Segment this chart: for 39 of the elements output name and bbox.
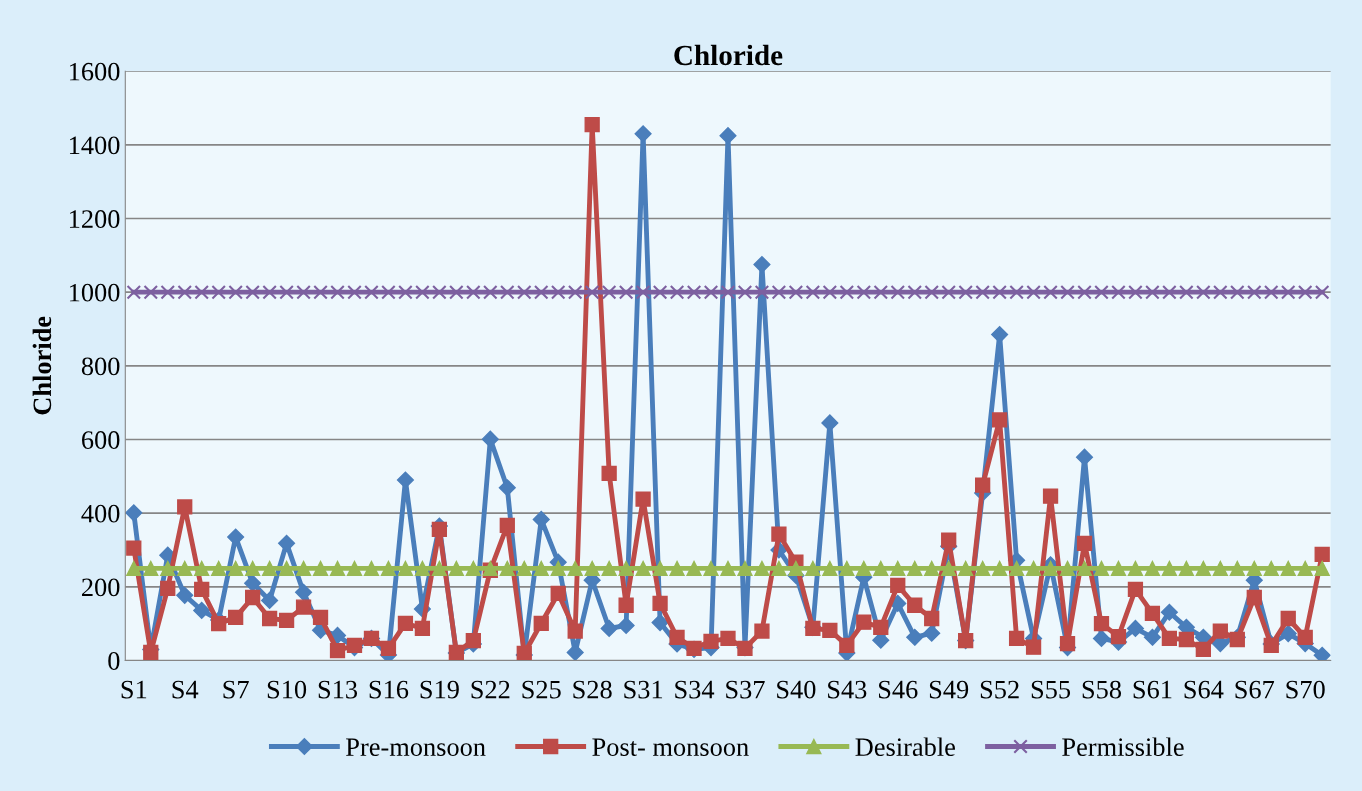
x-tick-label: S22 <box>471 680 510 699</box>
legend-label: Pre-monsoon <box>346 738 486 756</box>
x-tick-label: S19 <box>420 680 459 699</box>
x-tick-label: S49 <box>929 680 969 699</box>
x-tick-label: S25 <box>522 680 561 699</box>
x-tick-label: S67 <box>1235 680 1275 699</box>
y-tick-label: 400 <box>81 504 120 523</box>
x-tick-label: S31 <box>624 680 663 699</box>
x-tick-label: S46 <box>878 680 918 699</box>
y-tick-label: 1200 <box>69 210 120 228</box>
x-tick-label: S4 <box>172 680 199 699</box>
x-tick-label: S55 <box>1031 680 1071 699</box>
x-tick-label: S7 <box>223 680 249 699</box>
x-tick-label: S40 <box>777 680 816 699</box>
y-tick-label: 600 <box>81 431 120 449</box>
x-tick-label: S1 <box>121 680 147 699</box>
y-tick-label: 1600 <box>69 62 120 81</box>
legend-label: Post- monsoon <box>592 738 749 756</box>
y-tick-label: 0 <box>108 652 120 670</box>
y-tick-label: 200 <box>82 578 120 597</box>
x-tick-label: S34 <box>675 680 715 699</box>
legend-label: Desirable <box>855 737 955 756</box>
x-tick-label: S61 <box>1133 680 1172 699</box>
x-tick-label: S52 <box>980 680 1019 699</box>
x-tick-label: S10 <box>267 680 307 699</box>
x-tick-label: S16 <box>369 680 409 699</box>
x-tick-label: S43 <box>828 680 867 699</box>
x-tick-label: S13 <box>318 680 358 699</box>
y-axis-title: Chloride <box>32 316 52 415</box>
x-tick-label: S70 <box>1286 680 1325 699</box>
y-tick-label: 1000 <box>69 283 120 302</box>
legend-label: Permissible <box>1062 737 1184 756</box>
chart-title: Chloride <box>674 44 783 66</box>
y-tick-label: 1400 <box>69 136 120 155</box>
x-tick-label: S64 <box>1184 680 1224 699</box>
x-tick-label: S37 <box>726 680 765 699</box>
y-tick-label: 800 <box>81 357 120 376</box>
x-tick-label: S58 <box>1082 680 1122 699</box>
x-tick-label: S28 <box>573 680 612 699</box>
